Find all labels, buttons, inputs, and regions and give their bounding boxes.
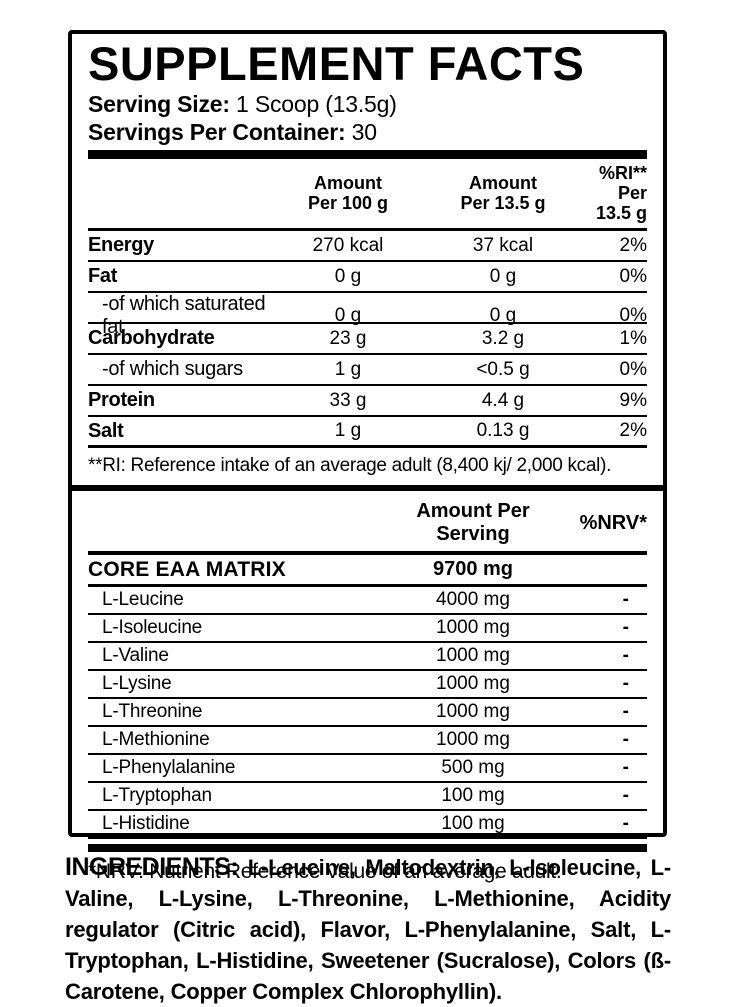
ingredient-name: L-Threonine [102, 701, 203, 722]
eaa-section: Amount Per Serving %NRV* CORE EAA MATRIX… [72, 491, 663, 885]
amount-per-serving: 0 g [489, 305, 517, 326]
list-item: L-Leucine 4000 mg - [88, 587, 647, 615]
list-item: L-Methionine 1000 mg - [88, 727, 647, 755]
amount-per-serving: <0.5 g [476, 358, 530, 380]
serving-size-label: Serving Size: [88, 91, 230, 117]
ri-percent: 1% [619, 327, 647, 349]
ri-percent: 0% [619, 305, 647, 326]
amount-per-100g: 1 g [334, 420, 362, 441]
serving-size-value: 1 Scoop (13.5g) [229, 91, 397, 117]
supplement-facts-panel: SUPPLEMENT FACTS Serving Size: 1 Scoop (… [68, 30, 667, 883]
ri-percent: 9% [619, 389, 647, 411]
ri-percent: 2% [619, 420, 647, 441]
list-item: L-Valine 1000 mg - [88, 643, 647, 671]
ingredient-amount: 1000 mg [436, 645, 510, 666]
nutrient-name: Salt [88, 419, 124, 442]
ingredient-amount: 4000 mg [436, 589, 510, 610]
ingredient-amount: 100 mg [441, 785, 505, 806]
serving-size-line: Serving Size: 1 Scoop (13.5g) [88, 90, 647, 118]
nutrient-name: Energy [88, 234, 155, 256]
amount-per-serving: 4.4 g [481, 389, 525, 411]
nutrient-name: -of which saturated fat [102, 293, 266, 338]
ingredients-label: INGREDIENTS: [65, 853, 239, 881]
ingredient-nrv: - [622, 701, 629, 722]
ingredient-nrv: - [622, 757, 629, 778]
amount-per-100g: 0 g [334, 265, 362, 287]
ingredient-name: L-Leucine [102, 589, 184, 610]
table-row: Protein 33 g 4.4 g 9% [88, 386, 647, 417]
ingredients-paragraph: INGREDIENTS: L-Leucine, Maltodextrin, L-… [65, 852, 671, 1007]
eaa-table-header: Amount Per Serving %NRV* [88, 491, 647, 555]
nutrition-table-header: Amount Per 100 g Amount Per 13.5 g %RI**… [88, 159, 647, 231]
table-row: Fat 0 g 0 g 0% [88, 262, 647, 293]
amount-per-serving: 0.13 g [476, 420, 530, 441]
nutrient-name: Protein [88, 389, 155, 411]
group-name: CORE EAA MATRIX [88, 557, 286, 581]
thick-rule-bottom [88, 844, 647, 852]
eaa-group-row: CORE EAA MATRIX 9700 mg [88, 555, 647, 587]
ri-footnote: **RI: Reference intake of an average adu… [88, 455, 612, 476]
servings-label: Servings Per Container: [88, 119, 346, 145]
ingredient-amount: 1000 mg [436, 701, 510, 722]
list-item: L-Histidine 100 mg - [88, 811, 647, 839]
col-header-ri: %RI** Per 13.5 g [595, 163, 647, 223]
servings-value: 30 [345, 119, 377, 145]
section-divider [72, 485, 663, 491]
ri-percent: 0% [619, 358, 647, 380]
list-item: L-Isoleucine 1000 mg - [88, 615, 647, 643]
table-row: -of which sugars 1 g <0.5 g 0% [88, 355, 647, 386]
ingredient-amount: 100 mg [441, 813, 505, 834]
amount-per-serving: 0 g [489, 265, 517, 287]
ingredient-nrv: - [622, 673, 629, 694]
servings-per-container-line: Servings Per Container: 30 [88, 118, 647, 146]
col-header-amount-per-serving: Amount Per Serving [416, 500, 530, 545]
ingredient-name: L-Methionine [102, 729, 210, 750]
nutrient-name: Fat [88, 265, 118, 287]
ingredient-nrv: - [622, 589, 629, 610]
table-row: Energy 270 kcal 37 kcal 2% [88, 231, 647, 262]
thick-rule-top [88, 150, 647, 159]
amount-per-100g: 270 kcal [312, 234, 384, 256]
ingredient-nrv: - [622, 645, 629, 666]
col-header-nrv: %NRV* [579, 511, 647, 534]
ingredient-nrv: - [622, 729, 629, 750]
table-row: Carbohydrate 23 g 3.2 g 1% [88, 324, 647, 355]
ingredient-amount: 500 mg [441, 757, 505, 778]
ingredient-name: L-Lysine [102, 673, 172, 694]
ingredients-text: L-Leucine, Maltodextrin, L-Isoleucine, L… [65, 855, 671, 1004]
ri-percent: 0% [619, 265, 647, 287]
amount-per-serving: 3.2 g [481, 327, 525, 349]
ingredient-nrv: - [622, 785, 629, 806]
group-amount: 9700 mg [432, 558, 514, 580]
ingredient-name: L-Valine [102, 645, 169, 666]
ingredient-amount: 1000 mg [436, 673, 510, 694]
nrv-footnote: *NRV: Nutrient Reference Value of an ave… [88, 860, 562, 883]
list-item: L-Lysine 1000 mg - [88, 671, 647, 699]
amount-per-100g: 23 g [329, 327, 367, 349]
col-header-per-13-5g: Amount Per 13.5 g [460, 173, 546, 213]
nutrient-name: -of which sugars [102, 358, 243, 380]
facts-header-section: SUPPLEMENT FACTS Serving Size: 1 Scoop (… [72, 38, 663, 478]
amount-per-100g: 1 g [334, 358, 362, 380]
ingredient-name: L-Isoleucine [102, 617, 203, 638]
amount-per-100g: 33 g [329, 389, 367, 411]
ingredient-nrv: - [622, 813, 629, 834]
ingredient-name: L-Histidine [102, 813, 190, 834]
table-row: Salt 1 g 0.13 g 2% [88, 417, 647, 448]
list-item: L-Threonine 1000 mg - [88, 699, 647, 727]
panel-title: SUPPLEMENT FACTS [88, 37, 585, 90]
ingredient-amount: 1000 mg [436, 617, 510, 638]
amount-per-100g: 0 g [334, 305, 362, 326]
col-header-per-100g: Amount Per 100 g [307, 173, 389, 213]
amount-per-serving: 37 kcal [472, 234, 534, 256]
ingredient-nrv: - [622, 617, 629, 638]
table-row: -of which saturated fat 0 g 0 g 0% [88, 293, 647, 338]
ingredient-amount: 1000 mg [436, 729, 510, 750]
list-item: L-Phenylalanine 500 mg - [88, 755, 647, 783]
nutrient-name: Carbohydrate [88, 327, 215, 349]
ingredient-name: L-Phenylalanine [102, 757, 236, 778]
ingredient-name: L-Tryptophan [102, 785, 212, 806]
list-item: L-Tryptophan 100 mg - [88, 783, 647, 811]
ri-percent: 2% [619, 234, 647, 256]
